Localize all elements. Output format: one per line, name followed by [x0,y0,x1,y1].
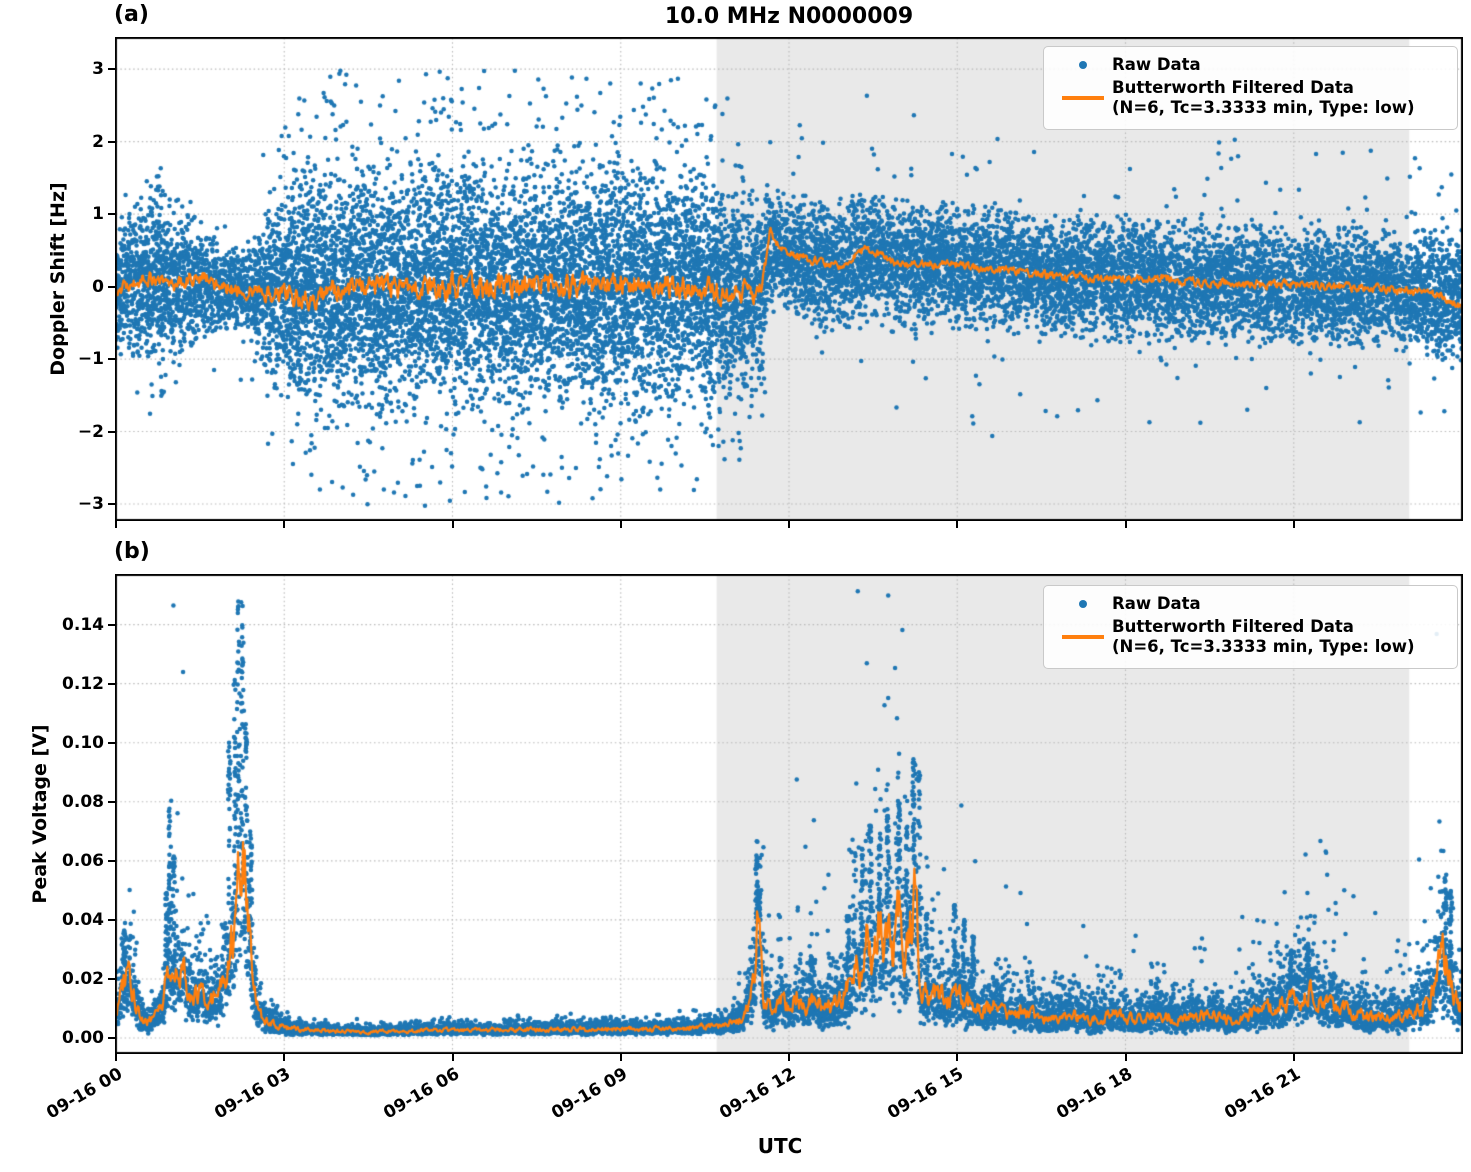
x-tick-mark [619,1054,622,1061]
y-tick-mark [108,68,115,71]
x-tick-mark [1124,521,1127,528]
x-tick-mark [788,521,790,528]
y-tick-label: 0.12 [62,673,104,694]
x-tick-mark [115,521,117,528]
y-tick-mark [108,918,115,921]
y-tick-label: 1 [92,204,104,225]
x-tick-label: 09-16 12 [716,1064,799,1124]
scatter-dot-icon [1079,61,1087,70]
legend-filtered-label: Butterworth Filtered Data (N=6, Tc=3.333… [1112,617,1415,658]
x-tick-mark [956,521,959,528]
y-tick-label: 3 [92,59,104,80]
x-axis-label: UTC [757,1134,803,1158]
x-tick-label: 09-16 06 [379,1064,463,1124]
x-tick-mark [1124,1054,1127,1061]
y-tick-mark [108,1036,115,1039]
x-tick-label: 09-16 18 [1052,1064,1136,1124]
x-tick-mark [1292,1054,1295,1061]
y-tick-label: 0.04 [62,909,104,930]
x-tick-mark [115,1054,117,1061]
x-tick-mark [451,1054,454,1061]
filtered-line-marker-icon [1054,96,1112,101]
y-tick-label: −3 [77,494,104,515]
x-tick-mark [1292,521,1295,528]
legend-entry-raw-data: Raw Data [1054,55,1447,76]
legend-entry-filtered-data: Butterworth Filtered Data (N=6, Tc=3.333… [1054,78,1447,119]
x-tick-label: 09-16 21 [1221,1064,1304,1124]
y-tick-mark [108,682,115,685]
x-tick-mark [451,521,454,528]
x-tick-mark [956,1054,959,1061]
legend-filtered-line1: Butterworth Filtered Data [1112,616,1354,636]
line-sample-icon [1062,635,1104,640]
raw-data-marker-icon [1054,61,1112,70]
y-tick-label: 0.06 [62,850,104,871]
legend-filtered-label: Butterworth Filtered Data (N=6, Tc=3.333… [1112,78,1415,119]
y-tick-mark [108,977,115,980]
panel-a-legend: Raw Data Butterworth Filtered Data (N=6,… [1043,46,1458,130]
panel-b-tag: (b) [114,539,150,564]
x-tick-label: 09-16 09 [548,1064,631,1124]
x-tick-label: 09-16 00 [43,1064,126,1124]
legend-filtered-line2: (N=6, Tc=3.3333 min, Type: low) [1112,98,1415,118]
y-tick-mark [108,430,115,433]
legend-filtered-line1: Butterworth Filtered Data [1112,77,1354,97]
x-tick-label: 09-16 15 [884,1064,968,1124]
y-tick-mark [108,503,115,506]
y-tick-label: 0.02 [62,968,104,989]
y-tick-mark [108,859,115,862]
x-tick-mark [788,1054,790,1061]
y-tick-mark [108,800,115,803]
y-tick-label: 0.08 [62,791,104,812]
legend-raw-label: Raw Data [1112,594,1201,613]
y-tick-mark [108,140,115,143]
y-tick-mark [108,741,115,744]
y-tick-label: −2 [77,421,104,442]
raw-data-marker-icon [1054,600,1112,609]
panel-a-tag: (a) [114,2,149,27]
line-sample-icon [1062,96,1104,101]
x-tick-mark [283,521,286,528]
x-tick-label: 09-16 03 [211,1064,295,1124]
y-tick-mark [108,285,115,288]
panel-b-legend: Raw Data Butterworth Filtered Data (N=6,… [1043,585,1458,669]
y-tick-label: 0.10 [62,732,104,753]
y-tick-mark [108,623,115,626]
y-tick-label: 0.14 [62,614,104,635]
legend-filtered-line2: (N=6, Tc=3.3333 min, Type: low) [1112,637,1415,657]
y-tick-mark [108,358,115,361]
y-tick-label: 0 [92,276,104,297]
y-tick-label: 0.00 [62,1027,104,1048]
figure-title: 10.0 MHz N0000009 [664,4,914,29]
y-tick-mark [108,213,115,216]
x-tick-mark [619,521,622,528]
scatter-dot-icon [1079,600,1087,609]
x-tick-mark [283,1054,286,1061]
legend-entry-filtered-data: Butterworth Filtered Data (N=6, Tc=3.333… [1054,617,1447,658]
legend-entry-raw-data: Raw Data [1054,594,1447,615]
y-tick-label: −1 [77,349,104,370]
filtered-line-marker-icon [1054,635,1112,640]
y-tick-label: 2 [92,131,104,152]
legend-raw-label: Raw Data [1112,55,1201,74]
